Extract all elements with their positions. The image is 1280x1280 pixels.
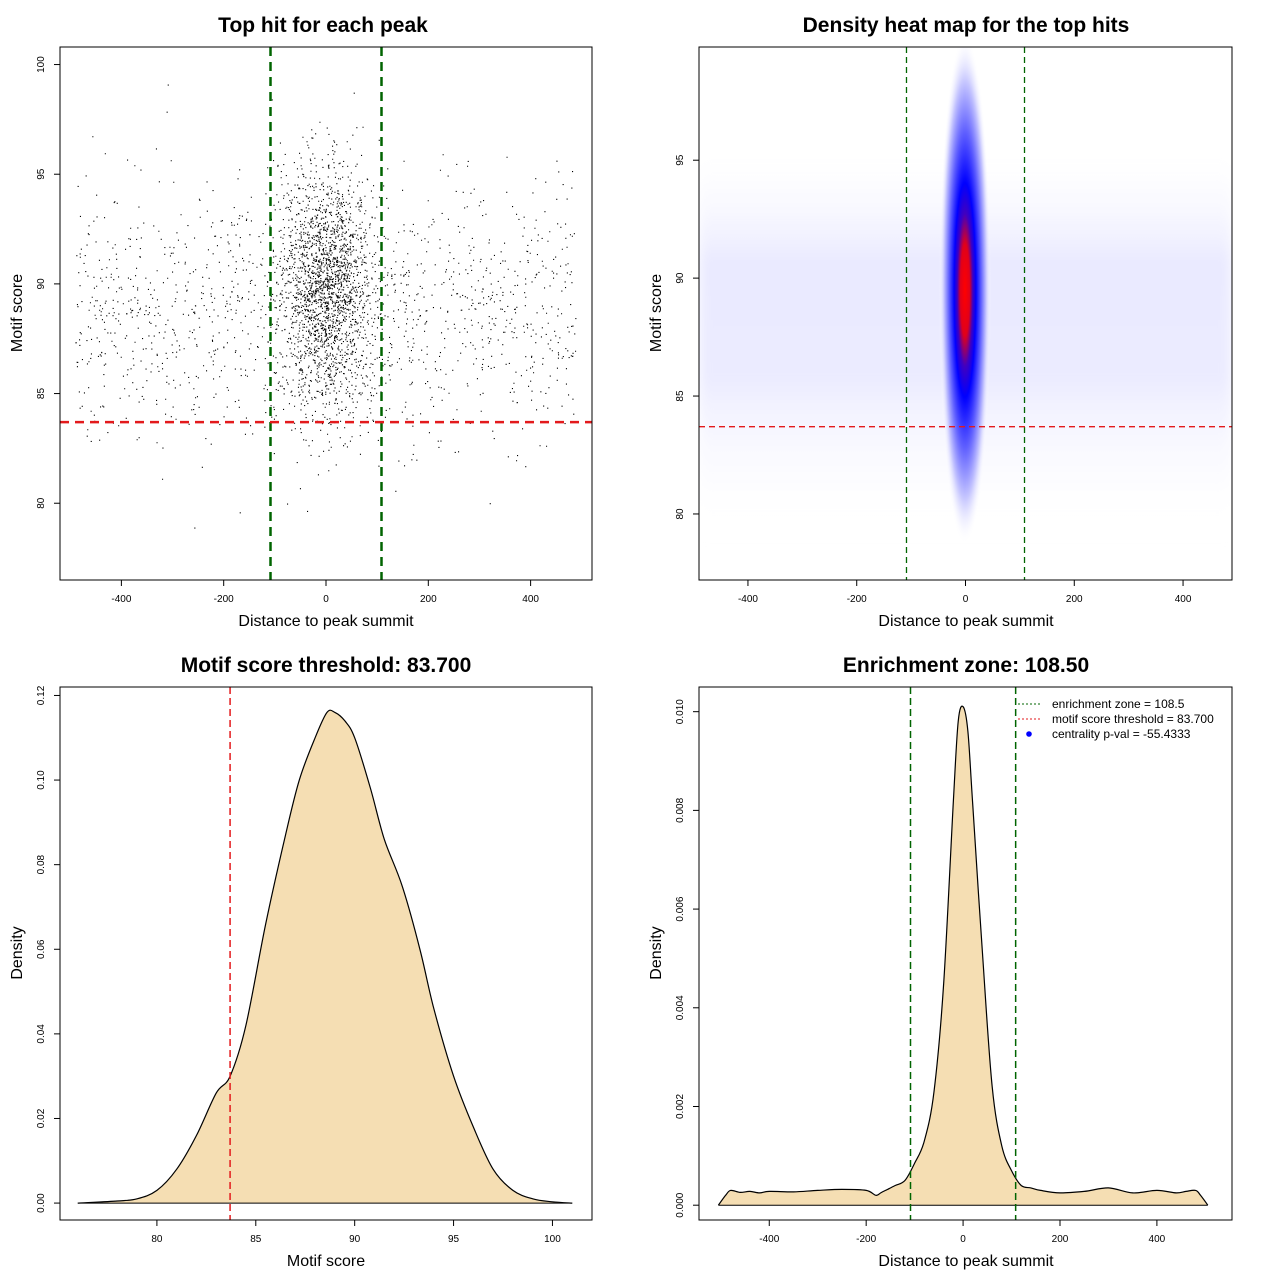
- y-tick-label: 0.002: [675, 1094, 686, 1119]
- score-density-frame: [59, 686, 593, 1221]
- legend: enrichment zone = 108.5 motif score thre…: [1018, 697, 1214, 741]
- distance-density-y-axis-label: Density: [648, 926, 665, 979]
- y-tick-label: 0.008: [675, 797, 686, 822]
- y-tick-label: 0.004: [675, 995, 686, 1020]
- heatmap-density-core: [939, 47, 991, 545]
- score-density-title: Motif score threshold: 83.700: [181, 654, 472, 677]
- x-tick-label: -400: [738, 594, 758, 605]
- distance-density-x-axis-label: Distance to peak summit: [878, 1253, 1054, 1270]
- y-tick-label: 0.04: [36, 1024, 47, 1044]
- density-fill: [718, 706, 1208, 1206]
- legend-pval-label: centrality p-val = -55.4333: [1052, 727, 1191, 741]
- x-tick-label: 0: [960, 1234, 966, 1245]
- x-tick-label: 400: [1175, 594, 1192, 605]
- y-tick-label: 85: [36, 388, 47, 400]
- scatter-title: Top hit for each peak: [218, 14, 428, 37]
- y-tick-label: 90: [675, 272, 686, 284]
- y-tick-label: 100: [36, 56, 47, 73]
- y-tick-label: 80: [675, 508, 686, 520]
- scatter-y-axis-label: Motif score: [9, 274, 26, 352]
- x-tick-label: -200: [847, 594, 867, 605]
- density-curve: [77, 709, 573, 1204]
- y-tick-label: 0.06: [36, 939, 47, 959]
- legend-enrichment-label: enrichment zone = 108.5: [1052, 697, 1185, 711]
- scatter-axes: -400 -200 0 200 400 80 85 90 95 100: [36, 56, 539, 605]
- score-density-y-axis-label: Density: [9, 926, 26, 979]
- x-tick-label: 0: [323, 594, 329, 605]
- distance-density-frame: [698, 686, 1233, 1221]
- x-tick-label: 90: [349, 1234, 361, 1245]
- y-tick-label: 0.08: [36, 854, 47, 874]
- heatmap-axes: -400 -200 0 200 400 80 85 90 95: [675, 154, 1192, 605]
- heatmap-y-axis-label: Motif score: [648, 274, 665, 352]
- distance-density-axes: -400 -200 0 200 400 0.000 0.002 0.004 0.006 0.008…: [675, 699, 1166, 1245]
- panel-distance-density: Enrichment zone: 108.50 -400 -200 0 200 400 0…: [648, 654, 1233, 1270]
- y-tick-label: 0.02: [36, 1108, 47, 1128]
- heatmap-x-axis-label: Distance to peak summit: [878, 613, 1054, 630]
- heatmap-title: Density heat map for the top hits: [803, 14, 1130, 37]
- y-tick-label: 0.12: [36, 685, 47, 705]
- x-tick-label: 85: [250, 1234, 262, 1245]
- distance-density-title: Enrichment zone: 108.50: [843, 654, 1089, 677]
- x-tick-label: -400: [111, 594, 131, 605]
- y-tick-label: 85: [675, 390, 686, 402]
- density-fill: [77, 710, 573, 1204]
- heatmap-lines: [699, 47, 1232, 580]
- distance-density-plot-area: [717, 687, 1209, 1220]
- score-density-x-axis-label: Motif score: [287, 1253, 365, 1270]
- x-tick-label: 0: [963, 594, 969, 605]
- y-tick-label: 0.00: [36, 1193, 47, 1213]
- heatmap-plot-area: [699, 47, 1232, 580]
- y-tick-label: 0.10: [36, 770, 47, 790]
- y-tick-label: 95: [675, 154, 686, 166]
- x-tick-label: 200: [1066, 594, 1083, 605]
- scatter-points: [75, 84, 577, 529]
- x-tick-label: 400: [522, 594, 539, 605]
- y-tick-label: 0.010: [675, 699, 686, 724]
- x-tick-label: 400: [1149, 1234, 1166, 1245]
- x-tick-label: 95: [448, 1234, 460, 1245]
- scatter-plot-area: [60, 47, 592, 580]
- x-tick-label: 200: [1052, 1234, 1069, 1245]
- x-tick-label: 200: [420, 594, 437, 605]
- scatter-x-axis-label: Distance to peak summit: [238, 613, 414, 630]
- y-tick-label: 90: [36, 278, 47, 290]
- score-density-plot-area: [77, 687, 573, 1220]
- score-density-axes: 80 85 90 95 100 0.00 0.02 0.04 0.06 0.08 0.10 0.12: [36, 685, 561, 1245]
- legend-threshold-label: motif score threshold = 83.700: [1052, 712, 1214, 726]
- panel-heatmap: Density heat map for the top hits -400 -2…: [648, 14, 1233, 630]
- y-tick-label: 80: [36, 497, 47, 509]
- y-tick-label: 95: [36, 168, 47, 180]
- x-tick-label: -200: [214, 594, 234, 605]
- panel-scatter: Top hit for each peak -400 -200 0 200 400 80 8…: [9, 14, 593, 630]
- x-tick-label: 80: [151, 1234, 163, 1245]
- y-tick-label: 0.006: [675, 896, 686, 921]
- legend-pval-point: [1026, 731, 1032, 737]
- density-curve: [717, 705, 1209, 1206]
- x-tick-label: -400: [759, 1234, 779, 1245]
- panel-score-density: Motif score threshold: 83.700 80 85 90 95 10…: [9, 654, 593, 1270]
- x-tick-label: -200: [856, 1234, 876, 1245]
- y-tick-label: 0.000: [675, 1192, 686, 1217]
- x-tick-label: 100: [544, 1234, 561, 1245]
